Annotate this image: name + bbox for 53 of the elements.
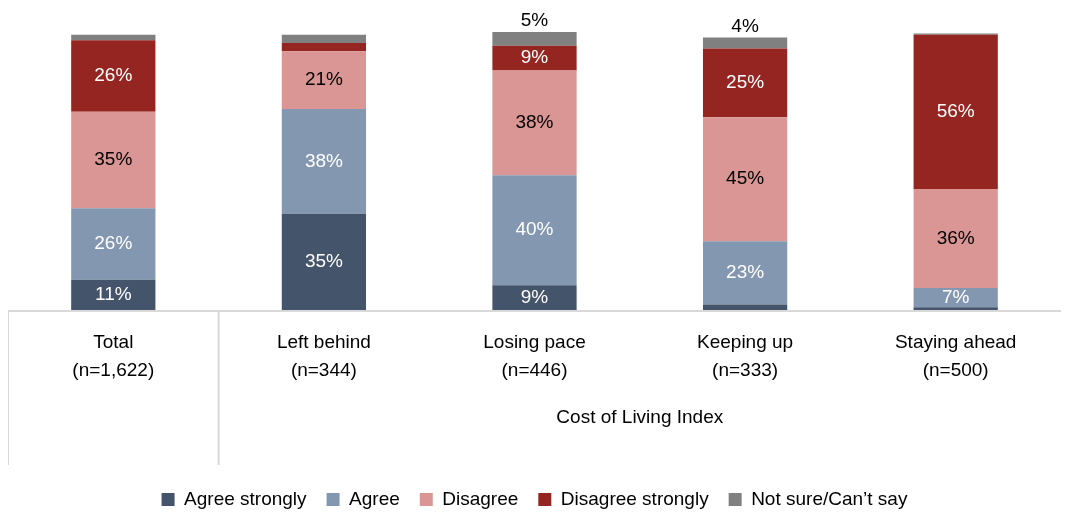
data-label: 35% (304, 250, 344, 272)
data-label: 4% (731, 14, 759, 36)
data-label: 9% (520, 46, 549, 68)
bar (492, 45, 577, 71)
bar (492, 285, 577, 310)
legend-label: Disagree strongly (560, 487, 710, 509)
bar (702, 304, 788, 310)
bar (71, 208, 156, 280)
data-label: 56% (936, 100, 975, 122)
x-tick-label: Total (n=1,622) (72, 331, 155, 381)
bar (702, 37, 788, 49)
x-tick-label: Left behind (n=344) (276, 331, 371, 381)
data-label: 7% (941, 285, 970, 307)
data-label: 36% (936, 226, 975, 248)
bar (913, 34, 998, 189)
data-label: 45% (726, 167, 765, 189)
data-label: 5% (520, 9, 549, 31)
data-label: 25% (726, 71, 765, 93)
bar (71, 279, 156, 310)
legend-label: Disagree (442, 487, 519, 509)
data-label: 35% (94, 148, 133, 170)
bar (281, 43, 367, 52)
data-label: 40% (515, 218, 554, 240)
bar (492, 175, 577, 286)
data-label: 9% (520, 285, 549, 307)
text: Cost of Living Index (556, 406, 724, 428)
bar (702, 117, 788, 242)
x-tick-label: Staying ahead (n=500) (894, 331, 1017, 381)
data-label: 38% (515, 111, 554, 133)
bar (281, 51, 367, 110)
data-label: 11% (94, 283, 132, 305)
bar (281, 34, 367, 44)
bar (281, 109, 367, 214)
bar (913, 188, 998, 288)
bar (913, 307, 998, 310)
data-label: 26% (94, 232, 133, 254)
legend-label: Agree strongly (184, 487, 308, 509)
legend-label: Not sure/Can’t say (751, 487, 908, 509)
bar (702, 241, 788, 305)
data-label: 23% (726, 261, 765, 283)
bar (71, 34, 156, 41)
bar (281, 213, 367, 310)
data-label: 26% (94, 64, 133, 86)
bar (702, 48, 788, 118)
data-label: 38% (304, 149, 344, 171)
x-tick-label: Losing pace (n=446) (483, 331, 586, 381)
x-tick-label: Keeping up (n=333) (697, 331, 794, 381)
bar (71, 40, 156, 112)
bar (492, 70, 577, 176)
legend-label: Agree (349, 487, 400, 509)
bar (71, 111, 156, 209)
bar (492, 32, 577, 46)
data-label: 21% (304, 68, 344, 90)
